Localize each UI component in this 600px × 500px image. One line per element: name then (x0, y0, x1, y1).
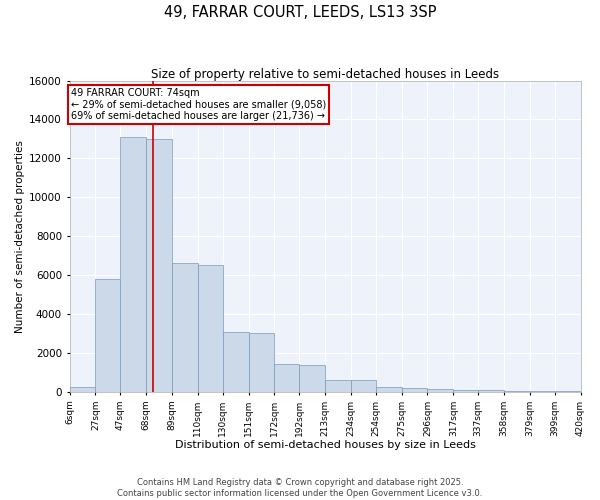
Bar (454, 390, 478, 392)
Bar (325, 380, 351, 392)
X-axis label: Distribution of semi-detached houses by size in Leeds: Distribution of semi-detached houses by … (175, 440, 475, 450)
Bar (248, 334, 274, 392)
Text: 49 FARRAR COURT: 74sqm
← 29% of semi-detached houses are smaller (9,058)
69% of : 49 FARRAR COURT: 74sqm ← 29% of semi-det… (71, 88, 326, 122)
Bar (478, 390, 504, 392)
Bar (146, 139, 172, 392)
Bar (351, 380, 376, 392)
Bar (376, 387, 401, 392)
Bar (223, 332, 248, 392)
Text: Contains HM Land Registry data © Crown copyright and database right 2025.
Contai: Contains HM Land Registry data © Crown c… (118, 478, 482, 498)
Y-axis label: Number of semi-detached properties: Number of semi-detached properties (15, 140, 25, 332)
Bar (554, 391, 580, 392)
Text: 49, FARRAR COURT, LEEDS, LS13 3SP: 49, FARRAR COURT, LEEDS, LS13 3SP (164, 5, 436, 20)
Bar (172, 264, 198, 392)
Bar (120, 137, 146, 392)
Bar (95, 279, 120, 392)
Bar (401, 388, 427, 392)
Bar (70, 387, 95, 392)
Bar (427, 389, 454, 392)
Bar (299, 364, 325, 392)
Bar (198, 266, 223, 392)
Bar (504, 390, 530, 392)
Bar (274, 364, 299, 392)
Title: Size of property relative to semi-detached houses in Leeds: Size of property relative to semi-detach… (151, 68, 499, 80)
Bar (530, 391, 554, 392)
